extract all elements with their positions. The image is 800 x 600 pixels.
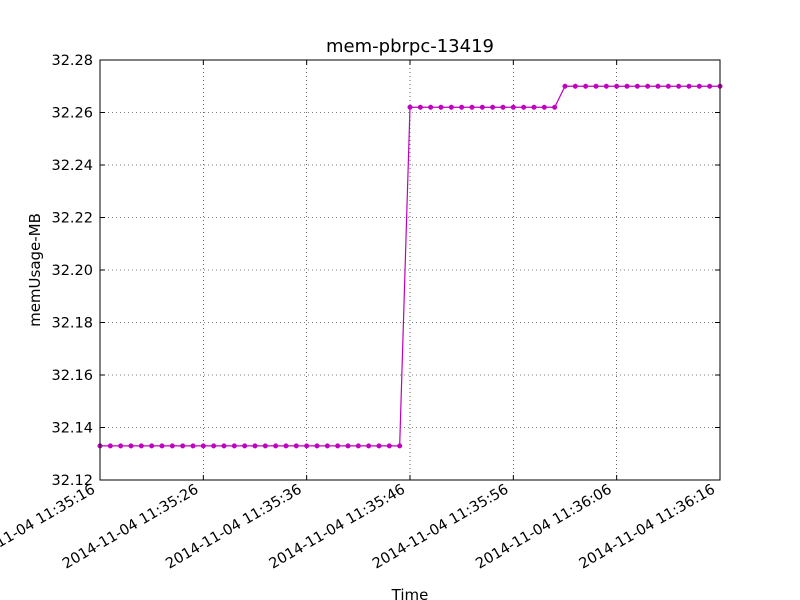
data-point bbox=[293, 443, 299, 449]
data-point bbox=[376, 443, 382, 449]
data-point bbox=[169, 443, 175, 449]
y-tick-label: 32.28 bbox=[51, 53, 93, 69]
data-point bbox=[552, 104, 558, 110]
y-tick-label: 32.26 bbox=[51, 106, 93, 122]
data-point bbox=[521, 104, 527, 110]
data-point bbox=[593, 83, 599, 89]
data-point bbox=[407, 104, 413, 110]
data-point bbox=[624, 83, 630, 89]
data-point bbox=[634, 83, 640, 89]
data-point bbox=[676, 83, 682, 89]
data-point bbox=[696, 83, 702, 89]
data-point bbox=[252, 443, 258, 449]
data-point bbox=[231, 443, 237, 449]
data-point bbox=[572, 83, 578, 89]
data-point bbox=[386, 443, 392, 449]
data-point bbox=[500, 104, 506, 110]
data-point bbox=[428, 104, 434, 110]
data-point bbox=[645, 83, 651, 89]
data-point bbox=[355, 443, 361, 449]
data-point bbox=[107, 443, 113, 449]
grid-lines bbox=[100, 60, 720, 480]
axis-ticks bbox=[99, 59, 721, 481]
data-point bbox=[655, 83, 661, 89]
data-point bbox=[128, 443, 134, 449]
data-point bbox=[149, 443, 155, 449]
data-point bbox=[335, 443, 341, 449]
data-point bbox=[118, 443, 124, 449]
data-point bbox=[583, 83, 589, 89]
y-tick-label: 32.16 bbox=[51, 368, 93, 384]
data-point bbox=[273, 443, 279, 449]
data-point bbox=[221, 443, 227, 449]
data-point bbox=[707, 83, 713, 89]
data-series bbox=[97, 83, 723, 449]
data-point bbox=[686, 83, 692, 89]
data-point bbox=[459, 104, 465, 110]
data-point bbox=[304, 443, 310, 449]
data-point bbox=[366, 443, 372, 449]
y-tick-labels: 32.12 32.14 32.16 32.18 32.20 32.22 32.24 32.26… bbox=[51, 53, 93, 489]
data-point bbox=[417, 104, 423, 110]
data-point bbox=[665, 83, 671, 89]
data-point bbox=[541, 104, 547, 110]
data-point bbox=[324, 443, 330, 449]
data-point bbox=[531, 104, 537, 110]
data-point bbox=[448, 104, 454, 110]
data-point bbox=[562, 83, 568, 89]
data-point bbox=[314, 443, 320, 449]
data-point bbox=[283, 443, 289, 449]
data-point bbox=[479, 104, 485, 110]
data-point bbox=[438, 104, 444, 110]
data-point bbox=[345, 443, 351, 449]
y-tick-label: 32.14 bbox=[51, 421, 93, 437]
data-point bbox=[397, 443, 403, 449]
y-tick-label: 32.22 bbox=[51, 211, 93, 227]
data-point bbox=[190, 443, 196, 449]
data-point bbox=[180, 443, 186, 449]
data-point bbox=[242, 443, 248, 449]
data-point bbox=[200, 443, 206, 449]
data-point bbox=[614, 83, 620, 89]
y-tick-label: 32.18 bbox=[51, 316, 93, 332]
y-tick-label: 32.12 bbox=[51, 473, 93, 489]
y-axis-label: memUsage-MB bbox=[26, 213, 44, 327]
x-axis-label: Time bbox=[391, 586, 429, 600]
y-tick-label: 32.20 bbox=[51, 263, 93, 279]
chart-title: mem-pbrpc-13419 bbox=[326, 36, 494, 57]
data-point bbox=[262, 443, 268, 449]
data-point bbox=[211, 443, 217, 449]
data-point bbox=[469, 104, 475, 110]
data-point bbox=[510, 104, 516, 110]
data-point bbox=[138, 443, 144, 449]
data-point bbox=[490, 104, 496, 110]
y-tick-label: 32.24 bbox=[51, 158, 93, 174]
data-point bbox=[159, 443, 165, 449]
data-point bbox=[603, 83, 609, 89]
